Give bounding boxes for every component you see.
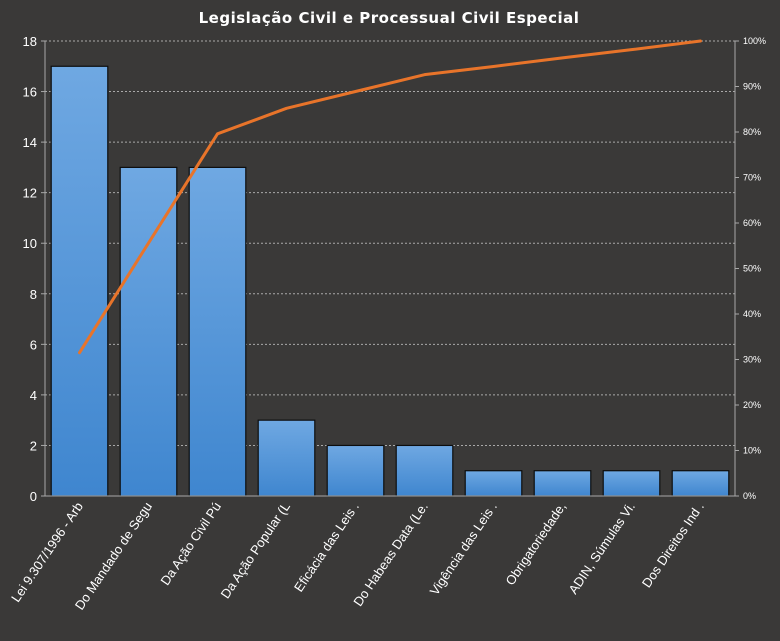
y-tick-label: 10 <box>23 236 37 251</box>
bar <box>257 419 316 497</box>
y-tick-label: 4 <box>30 388 37 403</box>
bar <box>602 470 661 497</box>
y2-tick-label: 60% <box>743 218 761 228</box>
x-tick-label: Da Ação Popular (L <box>218 499 293 601</box>
x-tick-label: Da Ação Civil Pú <box>157 499 224 588</box>
y2-tick-label: 0% <box>743 491 756 501</box>
y2-tick-label: 90% <box>743 82 761 92</box>
bar <box>533 470 592 497</box>
y-tick-label: 0 <box>30 489 37 504</box>
x-tick-label: Lei 9.307/1996 - Arb <box>8 499 86 604</box>
bar <box>50 65 109 497</box>
y2-tick-label: 10% <box>743 446 761 456</box>
bar <box>119 166 178 497</box>
x-tick-label: Vigência das Leis . <box>427 499 500 598</box>
y-tick-label: 2 <box>30 438 37 453</box>
x-tick-label: Obrigatoriedade, <box>502 499 569 588</box>
x-tick-label: Eficácia das Leis . <box>291 499 362 594</box>
bar <box>464 470 523 497</box>
x-tick-label: Dos Direitos Ind . <box>639 499 707 590</box>
x-tick-label: ADIN, Súmulas Vi. <box>565 499 638 596</box>
x-tick-label: Do Habeas Data (Le. <box>350 499 431 609</box>
bar <box>395 444 454 497</box>
y2-tick-label: 80% <box>743 127 761 137</box>
y2-tick-label: 20% <box>743 400 761 410</box>
bar <box>188 166 247 497</box>
cumulative-line <box>78 39 702 355</box>
y-tick-label: 16 <box>23 85 37 100</box>
y-tick-label: 6 <box>30 337 37 352</box>
y2-tick-label: 70% <box>743 173 761 183</box>
y-tick-label: 12 <box>23 186 37 201</box>
y-tick-label: 18 <box>23 34 37 49</box>
y2-tick-label: 100% <box>743 36 766 46</box>
y2-tick-label: 40% <box>743 309 761 319</box>
chart-title: Legislação Civil e Processual Civil Espe… <box>199 9 580 27</box>
y2-tick-label: 30% <box>743 355 761 365</box>
y-tick-label: 14 <box>23 135 37 150</box>
y-tick-label: 8 <box>30 287 37 302</box>
x-tick-label: Do Mandado de Segu <box>72 499 155 612</box>
bar <box>671 470 730 497</box>
y2-tick-label: 50% <box>743 264 761 274</box>
bar <box>326 444 385 497</box>
